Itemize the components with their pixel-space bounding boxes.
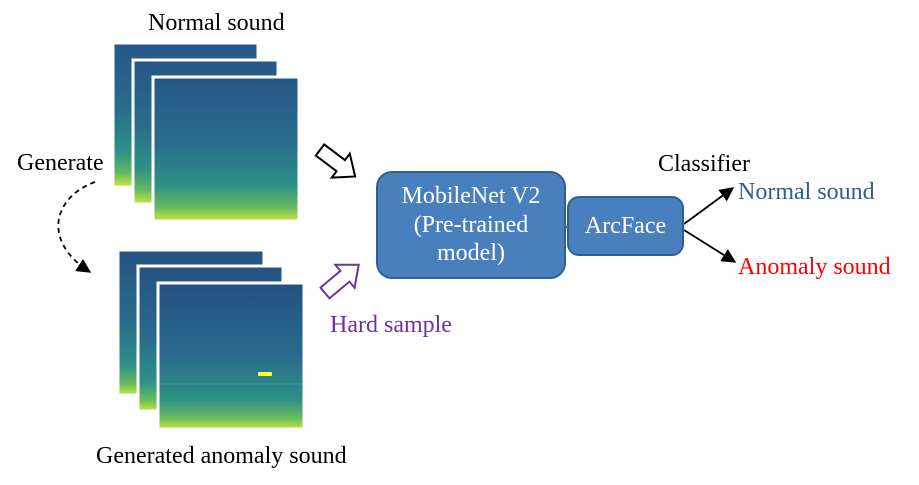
anomaly-mark [258,372,272,376]
model-box-line3: model) [437,240,505,267]
generated-anomaly-label: Generated anomaly sound [96,443,347,469]
normal-spectrogram-front [151,75,301,223]
normal-to-model-arrow [314,143,357,179]
normal-spectrogram-stack [111,41,301,223]
normal-output-arrow [683,187,735,225]
classifier-label: Classifier [658,151,750,177]
output-normal-label: Normal sound [738,179,875,205]
anomaly-output-arrow [683,229,737,263]
generate-arrow [57,181,96,273]
arcface-box: ArcFace [567,196,684,256]
arcface-label: ArcFace [584,212,667,239]
mobilenet-model-box: MobileNet V2 (Pre-trained model) [376,171,566,279]
hard-sample-arrow [319,263,360,300]
output-anomaly-label: Anomaly sound [738,254,891,280]
model-box-line1: MobileNet V2 [401,182,541,209]
hard-sample-label: Hard sample [330,312,452,338]
normal-sound-input-label: Normal sound [148,10,285,36]
anomaly-spectrogram-front [156,281,306,431]
model-box-line2: (Pre-trained [413,211,529,238]
anomaly-spectrogram-stack [116,248,306,431]
generate-label: Generate [17,150,104,176]
